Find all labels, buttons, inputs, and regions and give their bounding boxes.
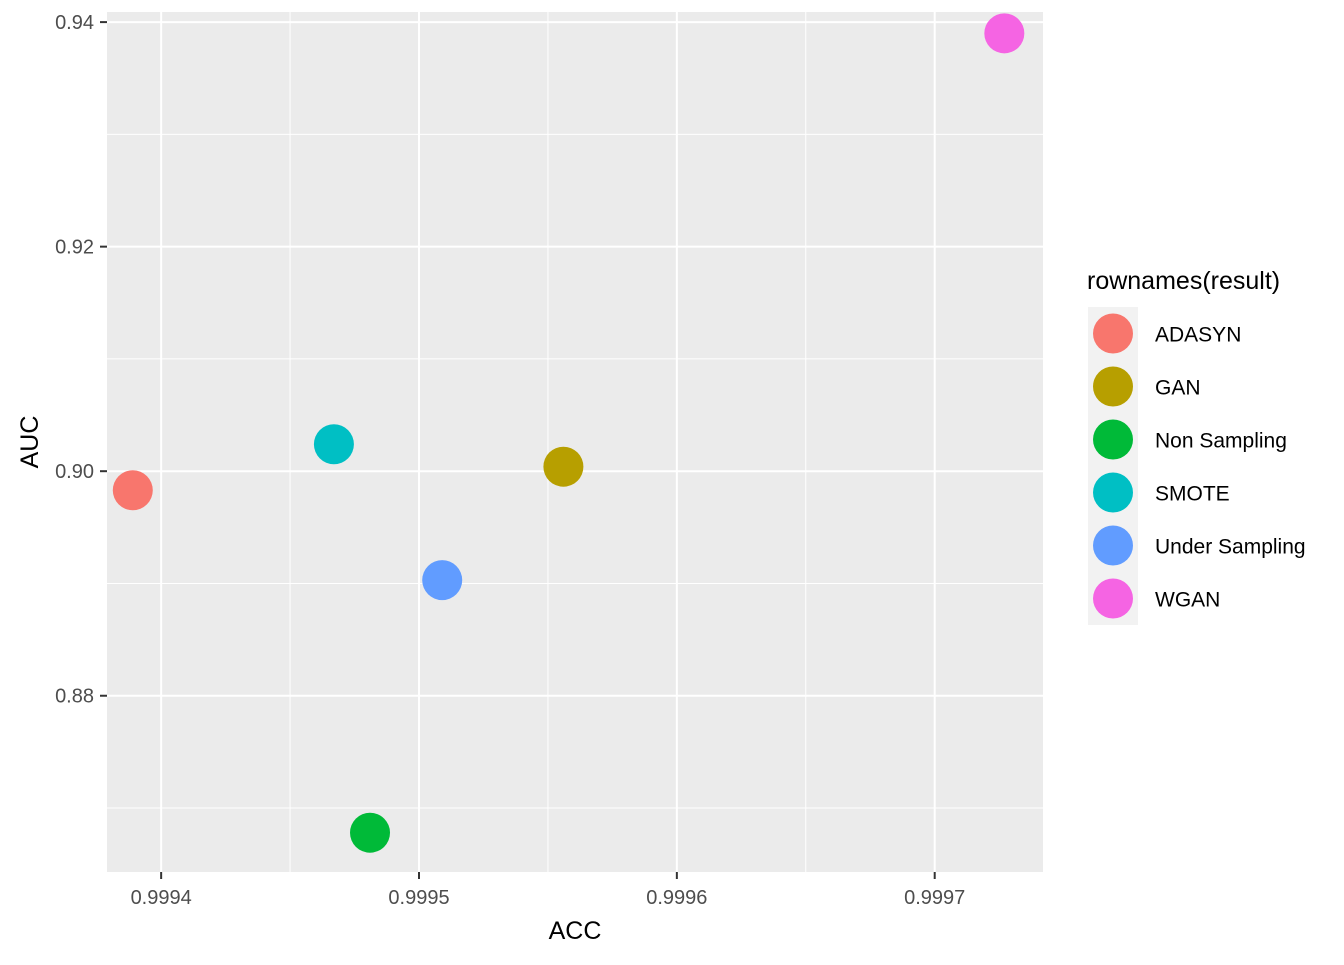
- point-non-sampling: [350, 812, 391, 853]
- legend-swatch-smote: [1093, 472, 1133, 513]
- legend-swatch-under-sampling: [1093, 525, 1133, 566]
- point-wgan: [984, 13, 1025, 54]
- legend: rownames(result) ADASYN GAN Non Sampling SM…: [1087, 267, 1306, 625]
- legend-label-non-sampling: Non Sampling: [1155, 430, 1287, 453]
- legend-title: rownames(result): [1087, 267, 1280, 295]
- legend-swatch-gan: [1093, 366, 1133, 407]
- legend-label-wgan: WGAN: [1155, 589, 1220, 612]
- minor-gridlines: [107, 12, 1043, 872]
- legend-items: ADASYN GAN Non Sampling SMOTE Under Sampling…: [1088, 307, 1306, 625]
- x-axis-title: ACC: [549, 917, 602, 945]
- point-smote: [313, 424, 354, 465]
- data-points: [112, 13, 1025, 853]
- legend-swatch-adasyn: [1093, 313, 1133, 354]
- y-tick-label: 0.88: [55, 686, 94, 708]
- point-under-sampling: [422, 560, 463, 601]
- x-tick-label: 0.9996: [646, 887, 707, 909]
- legend-label-gan: GAN: [1155, 377, 1201, 400]
- x-tick-label: 0.9994: [131, 887, 192, 909]
- x-tick-label: 0.9997: [904, 887, 965, 909]
- y-axis-title: AUC: [16, 416, 44, 469]
- plot-panel: [107, 12, 1043, 872]
- legend-label-adasyn: ADASYN: [1155, 324, 1241, 347]
- x-tick-label: 0.9995: [388, 887, 449, 909]
- y-tick-label: 0.90: [55, 461, 94, 483]
- legend-label-under-sampling: Under Sampling: [1155, 536, 1306, 559]
- y-tick-label: 0.92: [55, 237, 94, 259]
- point-adasyn: [112, 470, 153, 511]
- legend-swatch-non-sampling: [1093, 419, 1133, 460]
- legend-label-smote: SMOTE: [1155, 483, 1230, 506]
- y-tick-label: 0.94: [55, 12, 94, 34]
- y-axis: 0.88 0.90 0.92 0.94: [55, 12, 107, 708]
- x-axis: 0.9994 0.9995 0.9996 0.9997: [131, 872, 965, 909]
- legend-swatch-wgan: [1093, 578, 1133, 619]
- point-gan: [543, 446, 584, 487]
